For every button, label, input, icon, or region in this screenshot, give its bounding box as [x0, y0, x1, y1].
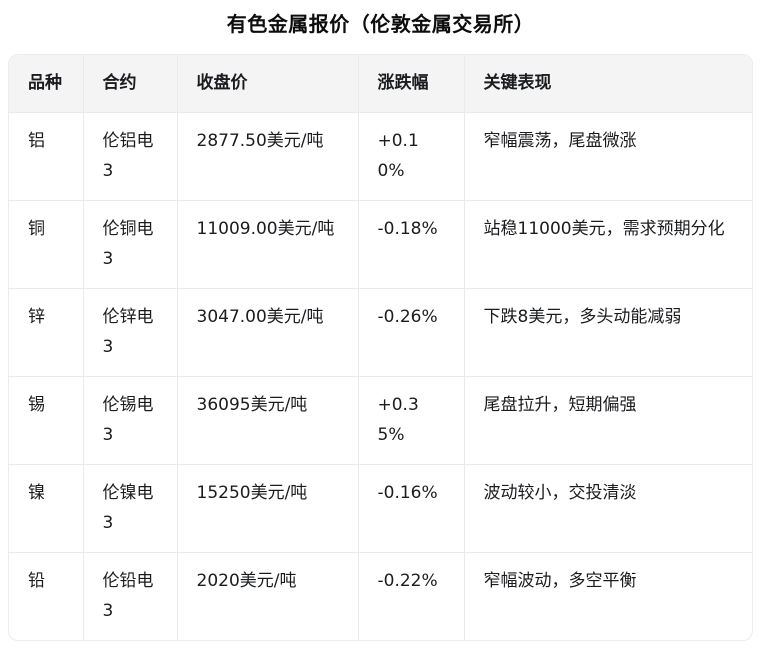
cell-key-performance: 尾盘拉升，短期偏强	[464, 376, 752, 465]
page-title: 有色金属报价（伦敦金属交易所）	[226, 12, 535, 36]
cell-contract: 伦锌电3	[83, 288, 178, 377]
cell-contract: 伦锡电3	[83, 376, 178, 465]
cell-key-performance: 下跌8美元，多头动能减弱	[464, 288, 752, 377]
cell-contract: 伦铅电3	[83, 552, 178, 640]
cell-change-percent: -0.16%	[358, 464, 465, 553]
cell-key-performance: 站稳11000美元，需求预期分化	[464, 200, 752, 289]
table-header: 品种 合约 收盘价 涨跌幅 关键表现	[9, 55, 752, 113]
table-row-lead: 铅 伦铅电3 2020美元/吨 -0.22% 窄幅波动，多空平衡	[9, 552, 752, 640]
cell-contract: 伦镍电3	[83, 464, 178, 553]
cell-variety: 铜	[9, 200, 84, 289]
cell-contract: 伦铝电3	[83, 112, 178, 201]
cell-variety: 锌	[9, 288, 84, 377]
cell-close-price: 11009.00美元/吨	[177, 200, 359, 289]
cell-change-percent: -0.22%	[358, 552, 465, 640]
cell-close-price: 15250美元/吨	[177, 464, 359, 553]
cell-close-price: 3047.00美元/吨	[177, 288, 359, 377]
cell-variety: 铅	[9, 552, 84, 640]
column-header-variety: 品种	[9, 55, 84, 113]
cell-change-percent: +0.35%	[358, 376, 465, 465]
column-header-contract: 合约	[83, 55, 178, 113]
cell-change-percent: +0.10%	[358, 112, 465, 201]
table-body: 铝 伦铝电3 2877.50美元/吨 +0.10% 窄幅震荡，尾盘微涨 铜 伦铜…	[9, 112, 752, 640]
cell-contract: 伦铜电3	[83, 200, 178, 289]
table-row-nickel: 镍 伦镍电3 15250美元/吨 -0.16% 波动较小，交投清淡	[9, 464, 752, 553]
cell-close-price: 36095美元/吨	[177, 376, 359, 465]
cell-change-percent: -0.26%	[358, 288, 465, 377]
column-header-key-performance: 关键表现	[464, 55, 752, 113]
metal-quotes-table: 品种 合约 收盘价 涨跌幅 关键表现 铝 伦铝电3 2877.50美元/吨 +0…	[9, 55, 752, 640]
cell-variety: 镍	[9, 464, 84, 553]
metal-quotes-table-container: 品种 合约 收盘价 涨跌幅 关键表现 铝 伦铝电3 2877.50美元/吨 +0…	[8, 54, 753, 641]
cell-variety: 铝	[9, 112, 84, 201]
column-header-close-price: 收盘价	[177, 55, 359, 113]
cell-variety: 锡	[9, 376, 84, 465]
cell-key-performance: 窄幅震荡，尾盘微涨	[464, 112, 752, 201]
cell-key-performance: 窄幅波动，多空平衡	[483, 571, 637, 591]
table-row-copper: 铜 伦铜电3 11009.00美元/吨 -0.18% 站稳11000美元，需求预…	[9, 200, 752, 289]
cell-close-price: 2020美元/吨	[177, 552, 359, 640]
table-row-tin: 锡 伦锡电3 36095美元/吨 +0.35% 尾盘拉升，短期偏强	[9, 376, 752, 465]
cell-change-percent: -0.18%	[358, 200, 465, 289]
cell-close-price: 2877.50美元/吨	[177, 112, 359, 201]
page: 有色金属报价（伦敦金属交易所） 品种 合约 收盘价 涨跌幅 关键表现	[0, 9, 761, 668]
table-row-zinc: 锌 伦锌电3 3047.00美元/吨 -0.26% 下跌8美元，多头动能减弱	[9, 288, 752, 377]
table-row-aluminum: 铝 伦铝电3 2877.50美元/吨 +0.10% 窄幅震荡，尾盘微涨	[9, 112, 752, 201]
column-header-change-percent: 涨跌幅	[358, 55, 465, 113]
cell-key-performance: 波动较小，交投清淡	[464, 464, 752, 553]
header-row: 品种 合约 收盘价 涨跌幅 关键表现	[9, 55, 752, 113]
